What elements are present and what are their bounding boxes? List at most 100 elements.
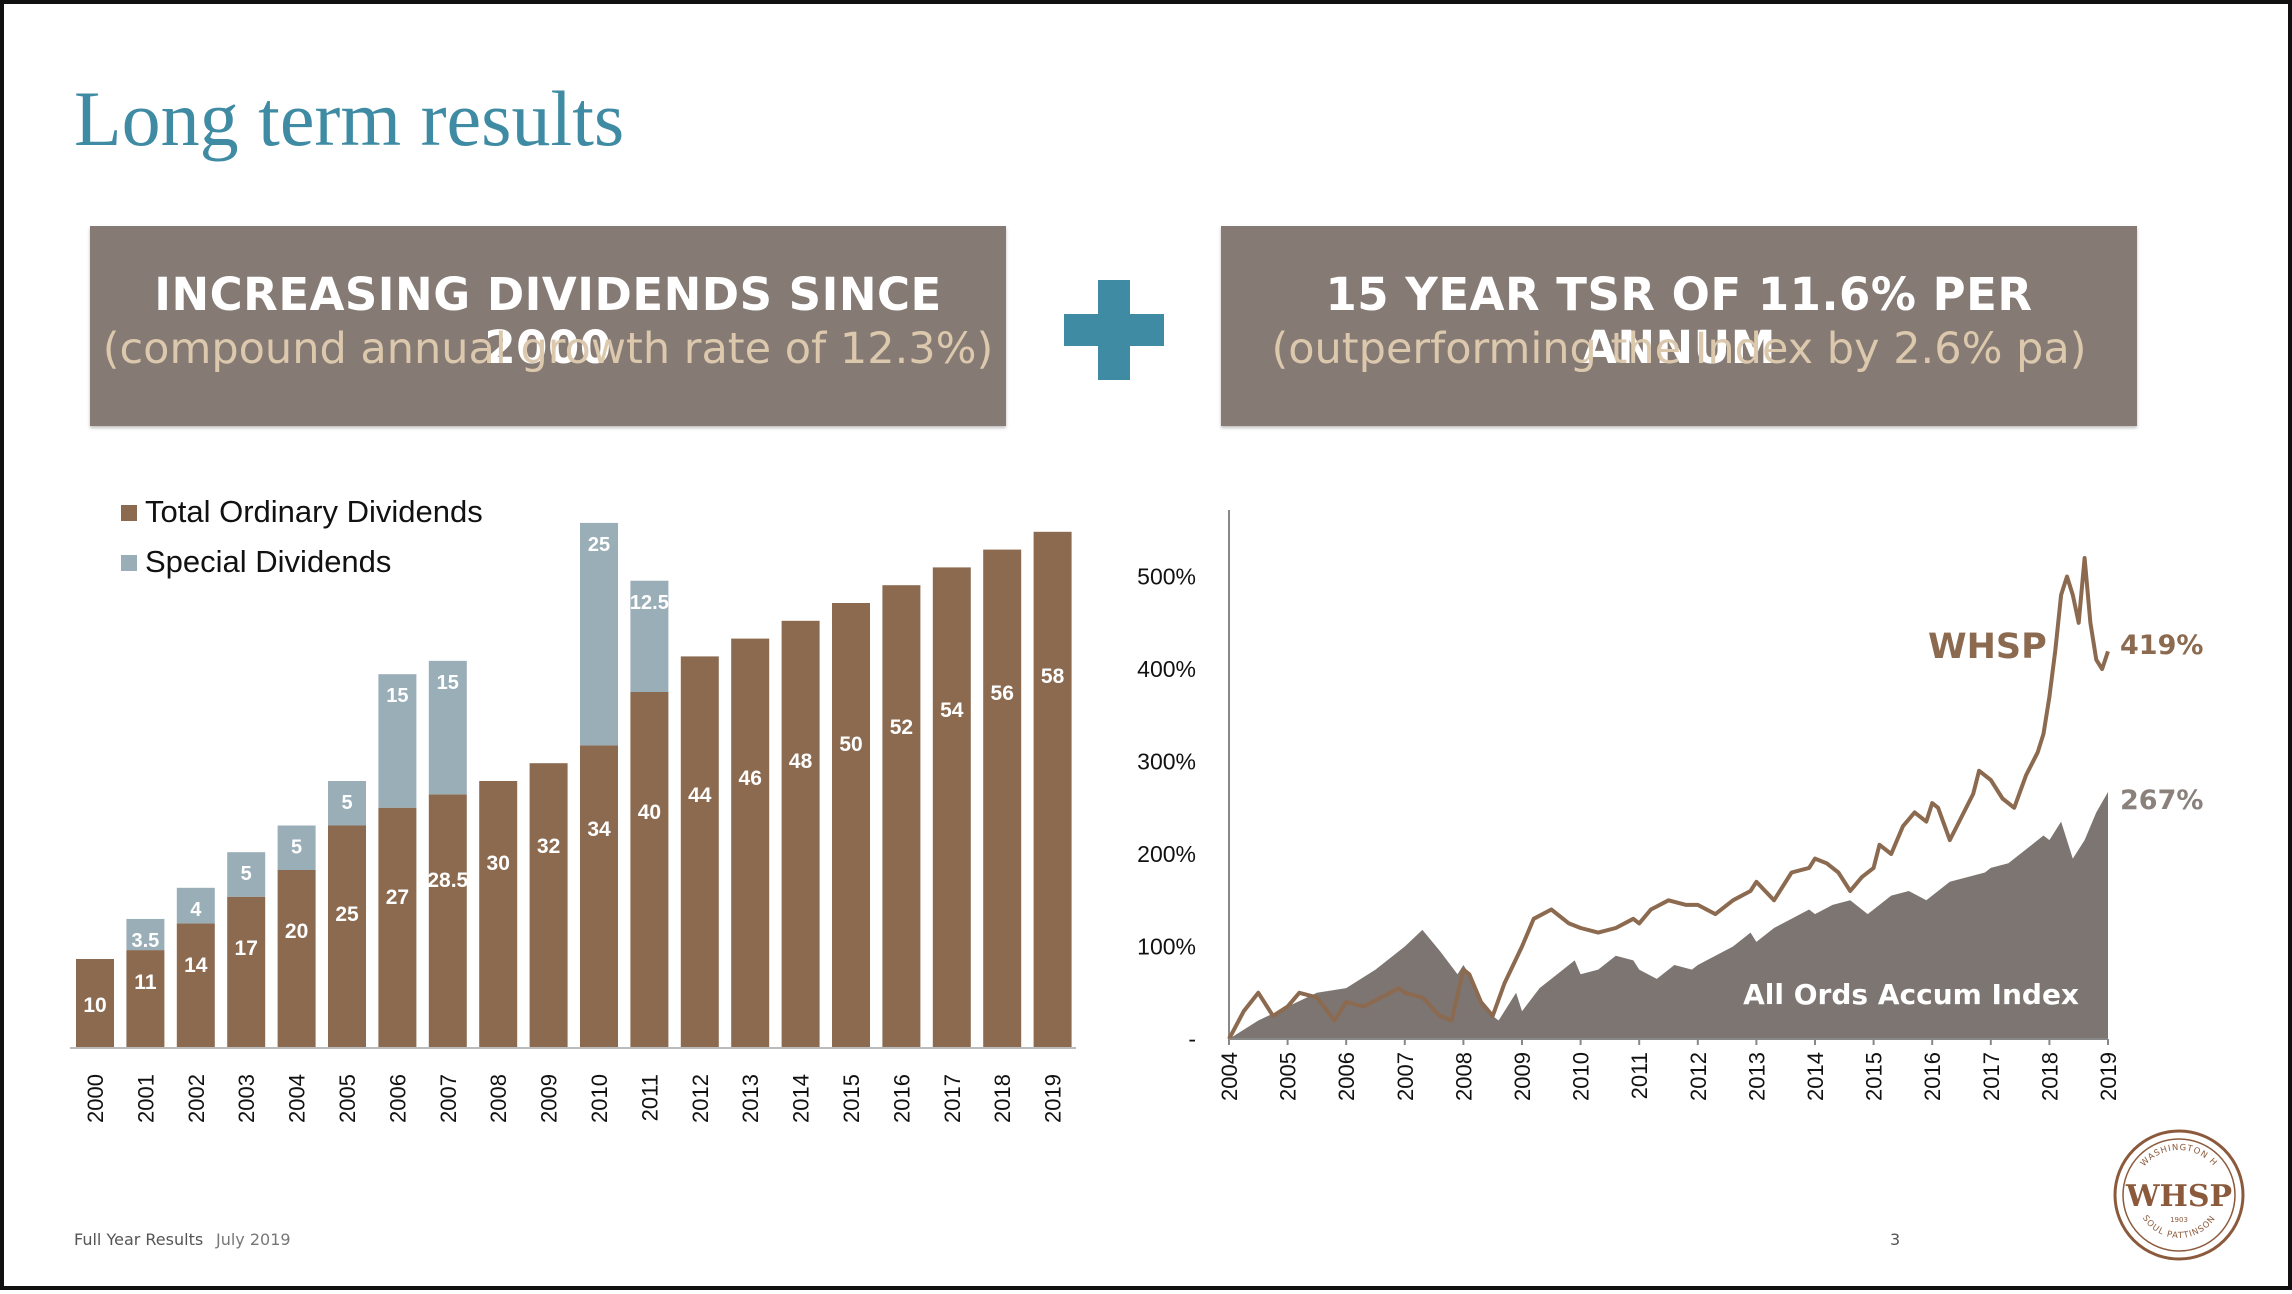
legend-ordinary-swatch <box>121 505 137 521</box>
bar-x-tick-2016: 2016 <box>889 1074 914 1123</box>
bar-ordinary-2019 <box>1033 531 1072 1048</box>
bar-ordinary-2010 <box>580 745 618 1048</box>
bar-ordinary-2004 <box>277 870 316 1048</box>
tsr-y-tick-500: 500% <box>1137 564 1196 590</box>
ordinary-label-2004: 20 <box>285 920 308 943</box>
ordinary-label-2005: 25 <box>335 903 359 926</box>
whsp-line <box>1227 556 2110 1040</box>
tsr-y-tick-0: - <box>1188 1026 1196 1052</box>
dividends-banner: INCREASING DIVIDENDS SINCE 2000 (compoun… <box>90 226 1006 426</box>
bar-x-tick-2018: 2018 <box>990 1074 1015 1123</box>
bar-ordinary-2017 <box>932 567 971 1048</box>
tsr-area-chart: - 100% 200% 300% 400% 500% 2004 2005 2006 2007 200… <box>1137 510 2203 1101</box>
tsr-x-tick-2006: 2006 <box>1334 1052 1359 1101</box>
footer-date: July 2019 <box>216 1230 291 1249</box>
bar-ordinary-2011 <box>630 692 669 1048</box>
bar-x-tick-2007: 2007 <box>436 1074 461 1123</box>
bar-special-2002 <box>176 887 215 924</box>
special-label-2010: 25 <box>588 534 610 556</box>
tsr-banner-heading: 15 YEAR TSR OF 11.6% PER ANNUM <box>1325 268 2033 374</box>
bar-x-tick-2001: 2001 <box>133 1074 158 1123</box>
bar-x-tick-2015: 2015 <box>839 1074 864 1123</box>
bar-ordinary-2012 <box>680 656 719 1048</box>
bar-special-2006 <box>378 674 417 808</box>
bar-ordinary-2013 <box>731 638 770 1048</box>
bar-ordinary-2014 <box>781 620 820 1048</box>
logo-year: 1903 <box>2170 1216 2188 1224</box>
bar-special-2005 <box>328 781 366 826</box>
index-end-label: 267% <box>2120 785 2203 816</box>
whsp-annotation: WHSP <box>1928 627 2047 667</box>
bar-ordinary-2000 <box>76 959 114 1048</box>
ordinary-label-2019: 58 <box>1041 665 1065 688</box>
bar-special-2004 <box>277 825 316 870</box>
bar-x-tick-2014: 2014 <box>789 1074 814 1123</box>
bar-x-tick-2006: 2006 <box>385 1074 410 1123</box>
tsr-x-tick-2004: 2004 <box>1217 1052 1242 1101</box>
bar-x-tick-2012: 2012 <box>688 1074 713 1123</box>
ordinary-label-2016: 52 <box>890 716 913 739</box>
footer-label: Full Year Results <box>74 1230 204 1249</box>
index-area <box>1229 792 2108 1039</box>
bar-x-tick-2005: 2005 <box>335 1074 360 1123</box>
tsr-x-tick-2011: 2011 <box>1627 1052 1652 1099</box>
ordinary-label-2011: 40 <box>638 801 661 824</box>
tsr-x-tick-2018: 2018 <box>2037 1052 2062 1101</box>
bar-ordinary-2003 <box>227 896 266 1048</box>
tsr-x-tick-2019: 2019 <box>2096 1052 2121 1101</box>
special-label-2007: 15 <box>437 672 459 694</box>
tsr-x-tick-2010: 2010 <box>1569 1052 1594 1101</box>
legend-special-label: Special Dividends <box>145 544 391 579</box>
special-label-2001: 3.5 <box>131 930 159 952</box>
tsr-x-tick-2014: 2014 <box>1803 1052 1828 1101</box>
ordinary-label-2014: 48 <box>789 750 813 773</box>
tsr-x-tick-2005: 2005 <box>1276 1052 1301 1101</box>
dividends-banner-heading: INCREASING DIVIDENDS SINCE 2000 <box>154 268 942 374</box>
tsr-banner-subheading: (outperforming the Index by 2.6% pa) <box>1271 324 2087 374</box>
bar-ordinary-2018 <box>983 549 1022 1048</box>
ordinary-label-2000: 10 <box>83 994 106 1017</box>
ordinary-label-2010: 34 <box>587 818 611 841</box>
bar-x-tick-2013: 2013 <box>738 1074 763 1123</box>
bar-x-tick-2000: 2000 <box>83 1074 108 1123</box>
bar-ordinary-2007 <box>428 794 467 1048</box>
ordinary-label-2012: 44 <box>688 784 712 807</box>
legend-ordinary-label: Total Ordinary Dividends <box>145 494 483 529</box>
bar-ordinary-2009 <box>529 763 568 1048</box>
tsr-x-tick-2012: 2012 <box>1686 1052 1711 1101</box>
special-label-2005: 5 <box>341 792 352 814</box>
tsr-x-tick-2017: 2017 <box>1979 1052 2004 1101</box>
ordinary-label-2002: 14 <box>184 954 208 977</box>
page-number: 3 <box>1890 1230 1901 1249</box>
logo-brand: WHSP <box>2125 1179 2232 1214</box>
index-annotation: All Ords Accum Index <box>1743 978 2079 1011</box>
special-label-2011: 12.5 <box>630 592 669 614</box>
ordinary-label-2006: 27 <box>386 886 409 909</box>
ordinary-label-2001: 11 <box>134 971 157 994</box>
bar-special-2010 <box>580 522 618 746</box>
ordinary-label-2013: 46 <box>739 767 762 790</box>
bar-ordinary-2015 <box>832 603 870 1048</box>
special-label-2002: 4 <box>190 899 202 921</box>
bar-x-tick-2009: 2009 <box>537 1074 562 1123</box>
legend-special-swatch <box>121 555 137 571</box>
bar-ordinary-2001 <box>126 950 165 1048</box>
ordinary-label-2015: 50 <box>839 733 862 756</box>
page-title: Long term results <box>74 75 625 162</box>
bar-special-2001 <box>126 918 165 951</box>
bar-x-tick-2017: 2017 <box>940 1074 965 1123</box>
tsr-x-tick-2008: 2008 <box>1451 1052 1476 1101</box>
ordinary-label-2003: 17 <box>235 937 258 960</box>
bar-special-2011 <box>630 580 669 692</box>
tsr-x-tick-2016: 2016 <box>1920 1052 1945 1101</box>
bar-x-tick-2003: 2003 <box>234 1074 259 1123</box>
bar-x-tick-2019: 2019 <box>1041 1074 1066 1123</box>
ordinary-label-2017: 54 <box>940 699 964 722</box>
bar-special-2003 <box>227 852 266 897</box>
plus-icon <box>1064 280 1164 380</box>
tsr-y-tick-400: 400% <box>1137 656 1196 682</box>
bar-ordinary-2006 <box>378 807 417 1048</box>
bar-x-tick-2002: 2002 <box>184 1074 209 1123</box>
tsr-x-tick-2007: 2007 <box>1393 1052 1418 1101</box>
